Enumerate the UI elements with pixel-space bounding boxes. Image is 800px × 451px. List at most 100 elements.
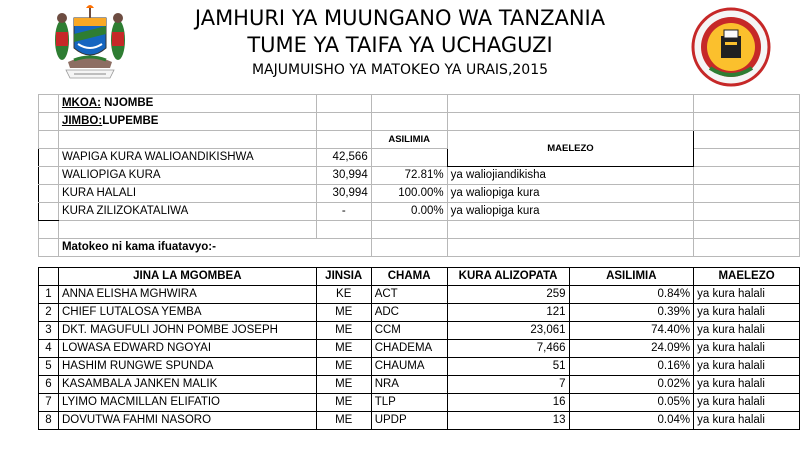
col-header-name: JINA LA MGOMBEA [57, 267, 317, 286]
region-value: NJOMBE [100, 97, 154, 109]
candidate-name: CHIEF LUTALOSA YEMBA [57, 303, 317, 322]
table-row: 2 CHIEF LUTALOSA YEMBA ME ADC 121 0.39% … [38, 303, 800, 322]
candidate-gender: ME [315, 303, 372, 322]
candidate-gender: ME [315, 375, 372, 394]
col-header-percent: ASILIMIA [568, 267, 695, 286]
summary-value: 30,994 [315, 166, 372, 185]
col-header-party: CHAMA [370, 267, 448, 286]
candidate-name: HASHIM RUNGWE SPUNDA [57, 357, 317, 376]
candidate-note: ya kura halali [693, 339, 800, 358]
table-row: 5 HASHIM RUNGWE SPUNDA ME CHAUMA 51 0.16… [38, 357, 800, 376]
summary-row: KURA HALALI 30,994 100.00% ya waliopiga … [38, 184, 800, 203]
summary-header-percent: ASILIMIA [370, 130, 448, 149]
row-number: 3 [38, 321, 59, 340]
region-cell: MKOA: NJOMBE [57, 94, 317, 113]
candidate-party: ACT [370, 285, 448, 304]
candidate-gender: ME [315, 393, 372, 412]
candidate-party: ADC [370, 303, 448, 322]
row-number: 7 [38, 393, 59, 412]
row-number: 2 [38, 303, 59, 322]
summary-header-note: MAELEZO [446, 130, 695, 167]
summary-value: - [315, 202, 372, 221]
results-table: JINA LA MGOMBEA JINSIA CHAMA KURA ALIZOP… [38, 267, 800, 430]
candidate-name: DOVUTWA FAHMI NASORO [57, 411, 317, 430]
table-row: 7 LYIMO MACMILLAN ELIFATIO ME TLP 16 0.0… [38, 393, 800, 412]
candidate-percent: 74.40% [568, 321, 695, 340]
row-number: 1 [38, 285, 59, 304]
results-header-row: JINA LA MGOMBEA JINSIA CHAMA KURA ALIZOP… [38, 267, 800, 286]
candidate-votes: 7 [446, 375, 570, 394]
candidate-party: CHADEMA [370, 339, 448, 358]
region-label: MKOA: [61, 97, 101, 109]
candidate-votes: 121 [446, 303, 570, 322]
candidate-note: ya kura halali [693, 321, 800, 340]
candidate-percent: 0.05% [568, 393, 695, 412]
candidate-note: ya kura halali [693, 375, 800, 394]
summary-label: WALIOPIGA KURA [57, 166, 317, 185]
candidate-note: ya kura halali [693, 357, 800, 376]
candidate-percent: 24.09% [568, 339, 695, 358]
candidate-name: ANNA ELISHA MGHWIRA [57, 285, 317, 304]
candidate-note: ya kura halali [693, 285, 800, 304]
candidate-name: DKT. MAGUFULI JOHN POMBE JOSEPH [57, 321, 317, 340]
candidate-party: UPDP [370, 411, 448, 430]
summary-value: 30,994 [315, 184, 372, 203]
summary-percent: 0.00% [370, 202, 448, 221]
header-country: JAMHURI YA MUUNGANO WA TANZANIA [194, 6, 606, 30]
candidate-votes: 16 [446, 393, 570, 412]
summary-note: ya waliojiandikisha [446, 166, 695, 185]
row-number: 5 [38, 357, 59, 376]
table-row: 4 LOWASA EDWARD NGOYAI ME CHADEMA 7,466 … [38, 339, 800, 358]
summary-percent: 72.81% [370, 166, 448, 185]
candidate-percent: 0.02% [568, 375, 695, 394]
candidate-gender: KE [315, 285, 372, 304]
summary-note: ya waliopiga kura [446, 202, 695, 221]
summary-row: WALIOPIGA KURA 30,994 72.81% ya waliojia… [38, 166, 800, 185]
candidate-percent: 0.39% [568, 303, 695, 322]
summary-label: KURA HALALI [57, 184, 317, 203]
candidate-percent: 0.04% [568, 411, 695, 430]
summary-value: 42,566 [315, 148, 372, 167]
header-report-title: MAJUMUISHO YA MATOKEO YA URAIS,2015 [251, 62, 549, 78]
candidate-party: TLP [370, 393, 448, 412]
candidate-party: CCM [370, 321, 448, 340]
summary-row: KURA ZILIZOKATALIWA - 0.00% ya waliopiga… [38, 202, 800, 221]
candidate-party: NRA [370, 375, 448, 394]
candidate-votes: 7,466 [446, 339, 570, 358]
summary-table: MKOA: NJOMBE JIMBO:LUPEMBE ASILIMIA MAEL… [38, 94, 800, 257]
constituency-label: JIMBO: [61, 115, 103, 127]
candidate-gender: ME [315, 357, 372, 376]
candidate-percent: 0.84% [568, 285, 695, 304]
candidate-note: ya kura halali [693, 393, 800, 412]
header-commission: TUME YA TAIFA YA UCHAGUZI [247, 33, 553, 57]
col-header-gender: JINSIA [315, 267, 372, 286]
coat-of-arms-logo [55, 5, 125, 79]
candidate-name: LOWASA EDWARD NGOYAI [57, 339, 317, 358]
results-intro: Matokeo ni kama ifuatavyo:- [57, 238, 372, 257]
candidate-votes: 13 [446, 411, 570, 430]
row-number: 4 [38, 339, 59, 358]
table-row: 3 DKT. MAGUFULI JOHN POMBE JOSEPH ME CCM… [38, 321, 800, 340]
election-commission-logo [691, 7, 771, 87]
candidate-votes: 51 [446, 357, 570, 376]
candidate-gender: ME [315, 339, 372, 358]
col-header-note: MAELEZO [693, 267, 800, 286]
candidate-gender: ME [315, 411, 372, 430]
candidate-name: KASAMBALA JANKEN MALIK [57, 375, 317, 394]
candidate-name: LYIMO MACMILLAN ELIFATIO [57, 393, 317, 412]
candidate-gender: ME [315, 321, 372, 340]
summary-percent [370, 148, 448, 167]
summary-percent: 100.00% [370, 184, 448, 203]
constituency-value: LUPEMBE [102, 115, 159, 127]
candidate-party: CHAUMA [370, 357, 448, 376]
candidate-percent: 0.16% [568, 357, 695, 376]
candidate-note: ya kura halali [693, 303, 800, 322]
row-number: 6 [38, 375, 59, 394]
table-row: 6 KASAMBALA JANKEN MALIK ME NRA 7 0.02% … [38, 375, 800, 394]
constituency-cell: JIMBO:LUPEMBE [57, 112, 317, 131]
candidate-votes: 23,061 [446, 321, 570, 340]
candidate-note: ya kura halali [693, 411, 800, 430]
candidate-votes: 259 [446, 285, 570, 304]
summary-label: WAPIGA KURA WALIOANDIKISHWA [57, 148, 317, 167]
row-number: 8 [38, 411, 59, 430]
